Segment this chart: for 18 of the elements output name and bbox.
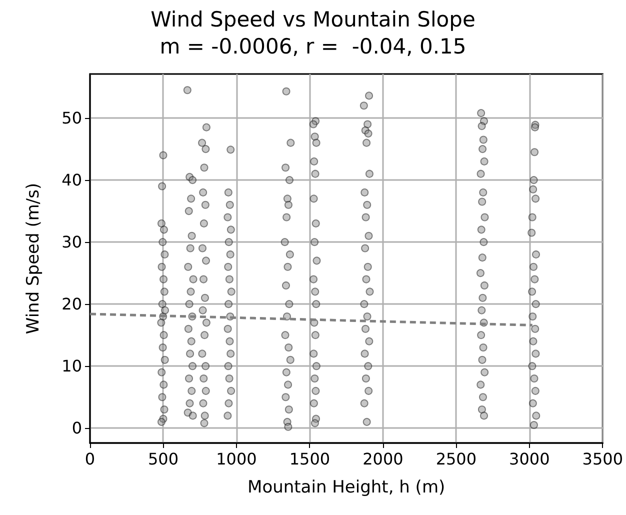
- x-tick-label: 3000: [509, 450, 550, 468]
- y-tick-label: 30: [62, 232, 82, 252]
- chart-title: Wind Speed vs Mountain Slope: [150, 8, 476, 32]
- x-tick-label: 2000: [362, 450, 404, 468]
- y-tick-label: 20: [62, 294, 82, 314]
- x-tick-label: 0: [84, 450, 96, 468]
- y-tick-label: 10: [62, 356, 82, 376]
- y-tick-label: 40: [62, 170, 82, 190]
- x-tick-label: 3500: [582, 450, 623, 468]
- y-tick-label: 0: [72, 418, 82, 438]
- x-tick-label: 2500: [436, 450, 477, 468]
- x-axis-title: Mountain Height, h (m): [248, 478, 446, 498]
- y-axis-title: Wind Speed (m/s): [24, 182, 44, 334]
- x-tick-label: 500: [148, 450, 179, 468]
- chart-subtitle: m = -0.0006, r = -0.04, 0.15: [160, 34, 466, 58]
- y-tick-label: 50: [62, 108, 82, 128]
- x-tick-label: 1000: [216, 450, 257, 468]
- x-tick-label: 1500: [289, 450, 330, 468]
